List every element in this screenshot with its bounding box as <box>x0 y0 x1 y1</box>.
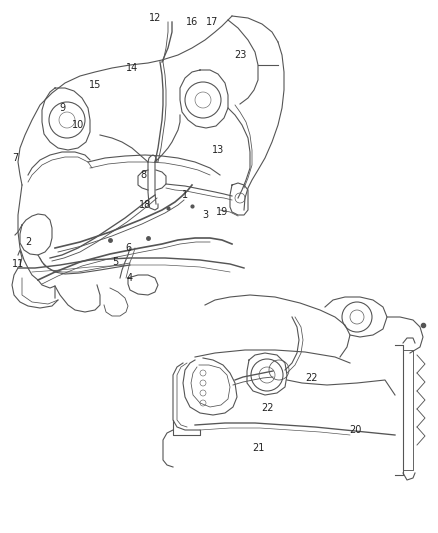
Text: 12: 12 <box>149 13 161 23</box>
Text: 19: 19 <box>216 207 228 217</box>
Text: 10: 10 <box>72 120 84 130</box>
Text: 4: 4 <box>127 273 133 283</box>
Text: 2: 2 <box>25 237 31 247</box>
Text: 6: 6 <box>125 243 131 253</box>
Text: 15: 15 <box>89 80 101 90</box>
Text: 11: 11 <box>12 259 24 269</box>
Text: 8: 8 <box>140 170 146 180</box>
Text: 20: 20 <box>349 425 361 435</box>
Text: 13: 13 <box>212 145 224 155</box>
Text: 22: 22 <box>262 403 274 413</box>
Text: 23: 23 <box>234 50 246 60</box>
Text: 9: 9 <box>59 103 65 113</box>
Text: 1: 1 <box>182 190 188 200</box>
Text: 17: 17 <box>206 17 218 27</box>
Text: 18: 18 <box>139 200 151 210</box>
Text: 5: 5 <box>112 257 118 267</box>
Text: 16: 16 <box>186 17 198 27</box>
Text: 14: 14 <box>126 63 138 73</box>
Text: 7: 7 <box>12 153 18 163</box>
Text: 21: 21 <box>252 443 264 453</box>
Text: 22: 22 <box>306 373 318 383</box>
Text: 3: 3 <box>202 210 208 220</box>
